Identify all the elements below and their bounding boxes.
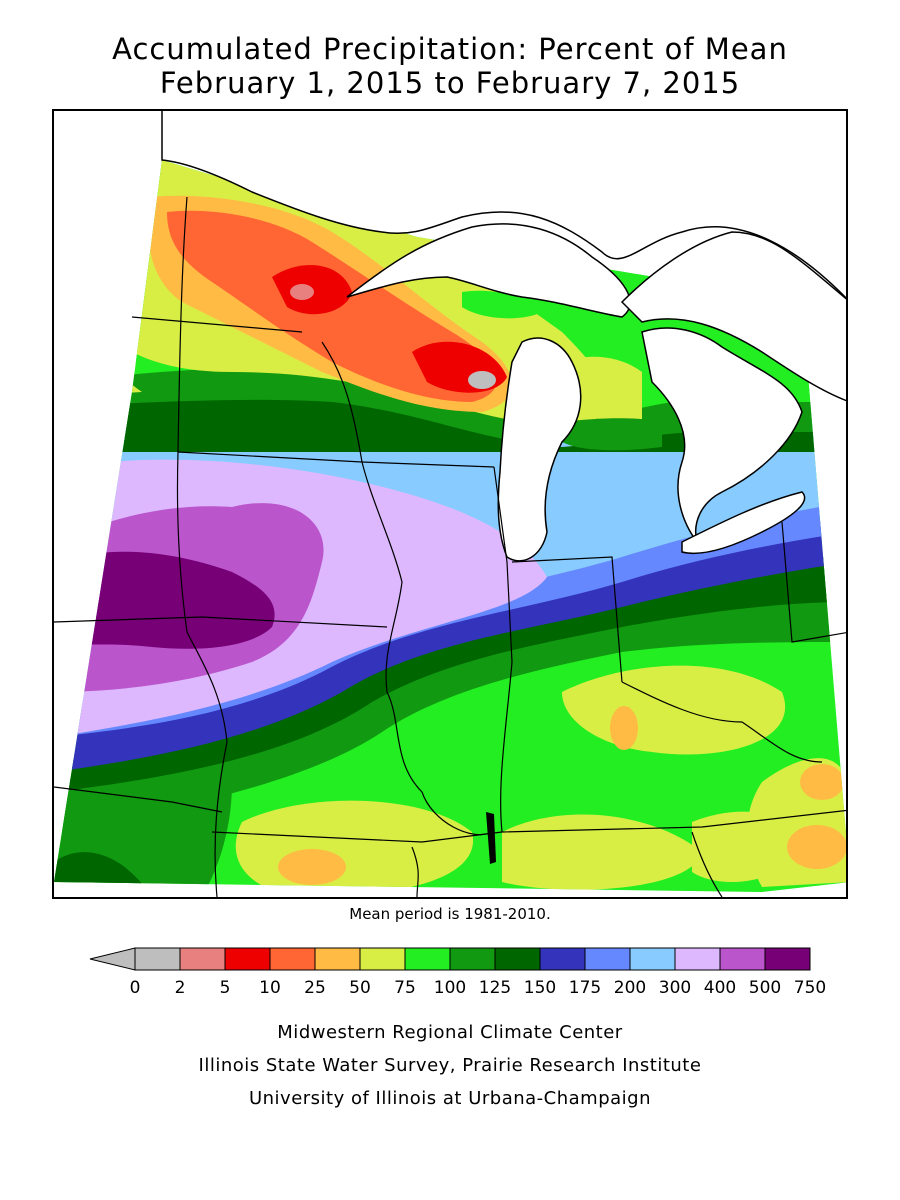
- ontario-region: [620, 231, 846, 402]
- map-title: Accumulated Precipitation: Percent of Me…: [112, 32, 788, 66]
- credit-isws: Illinois State Water Survey, Prairie Res…: [198, 1055, 702, 1076]
- legend-swatch: [224, 947, 271, 971]
- legend-tick-label: 500: [749, 978, 781, 998]
- legend-swatch: [719, 947, 766, 971]
- legend-swatch: [314, 947, 361, 971]
- legend-tick-label: 150: [524, 978, 556, 998]
- legend-tick-label: 175: [569, 978, 601, 998]
- legend-tick-label: 100: [434, 978, 466, 998]
- legend-swatch: [269, 947, 316, 971]
- legend-tick-label: 75: [394, 978, 416, 998]
- legend-swatch: [764, 947, 811, 971]
- legend-swatch: [179, 947, 226, 971]
- credit-uiuc: University of Illinois at Urbana-Champai…: [248, 1088, 652, 1109]
- lake-huron: [641, 327, 803, 543]
- lake-superior: [346, 223, 631, 318]
- legend-tick-label: 2: [175, 978, 186, 998]
- canada-north: [161, 111, 846, 300]
- legend-swatch: [629, 947, 676, 971]
- precipitation-contours: [54, 160, 846, 892]
- legend-swatch: [359, 947, 406, 971]
- state-boundaries: [54, 196, 846, 897]
- legend-swatch: [584, 947, 631, 971]
- legend-swatch: [134, 947, 181, 971]
- lake-erie: [681, 491, 806, 555]
- legend-tick-label: 10: [259, 978, 281, 998]
- lake-michigan: [497, 337, 582, 562]
- legend-tick-label: 300: [659, 978, 691, 998]
- great-lakes: [161, 111, 846, 562]
- map-canvas: [54, 111, 846, 897]
- legend-tick-label: 5: [220, 978, 231, 998]
- legend-tick-label: 50: [349, 978, 371, 998]
- credit-mrcc: Midwestern Regional Climate Center: [277, 1022, 623, 1043]
- precipitation-map: [52, 109, 848, 899]
- river-marks: [486, 812, 496, 864]
- mean-period-note: Mean period is 1981-2010.: [349, 905, 551, 923]
- legend-tick-label: 125: [479, 978, 511, 998]
- map-date-range: February 1, 2015 to February 7, 2015: [159, 66, 741, 100]
- legend-swatch: [404, 947, 451, 971]
- legend-tick-label: 200: [614, 978, 646, 998]
- legend-tick-label: 0: [130, 978, 141, 998]
- legend-swatch: [674, 947, 721, 971]
- legend-swatch: [539, 947, 586, 971]
- legend-tick-label: 25: [304, 978, 326, 998]
- legend-swatch: [494, 947, 541, 971]
- legend-underflow-arrow: [89, 947, 136, 971]
- legend-tick-label: 400: [704, 978, 736, 998]
- legend-tick-label: 750: [794, 978, 826, 998]
- legend-swatch: [449, 947, 496, 971]
- color-legend: 0 2 5 10 25 50 75 100 125 150 175 200 300 400 500 750: [89, 947, 826, 998]
